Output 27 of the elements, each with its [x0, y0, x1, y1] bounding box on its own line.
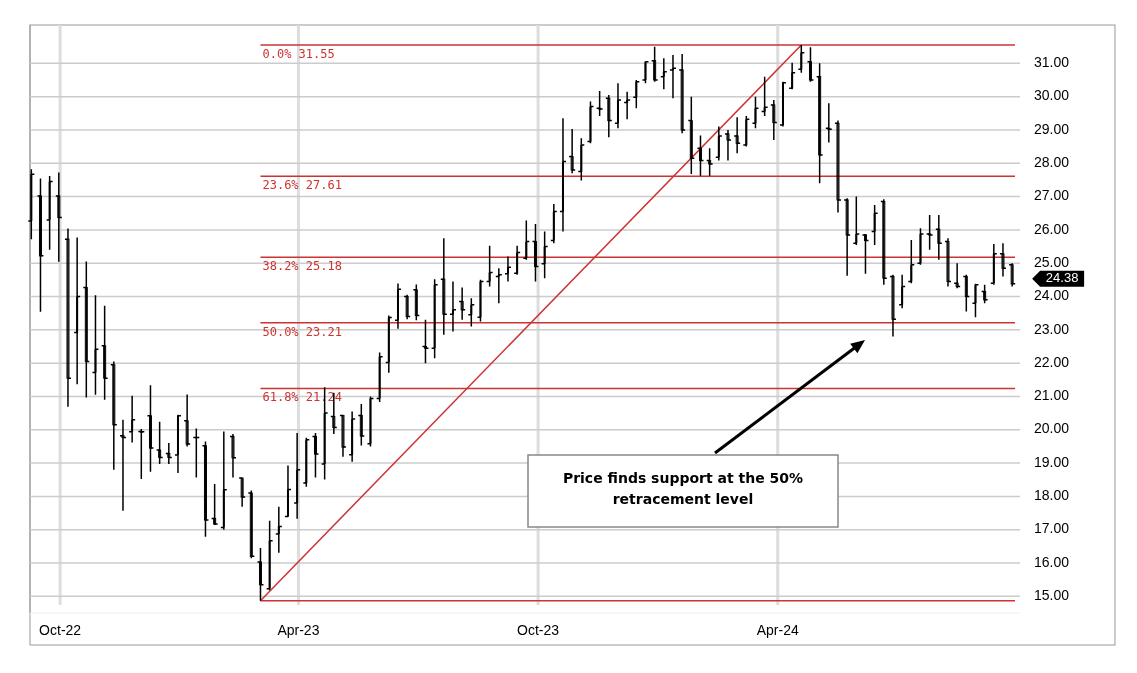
y-tick-label: 29.00: [1034, 120, 1070, 137]
y-tick-label: 21.00: [1034, 387, 1070, 404]
y-tick-label: 18.00: [1034, 487, 1070, 504]
x-tick-label: Oct-23: [517, 622, 560, 638]
y-tick-label: 15.00: [1034, 587, 1070, 604]
y-tick-label: 30.00: [1034, 87, 1070, 104]
y-tick-label: 17.00: [1034, 520, 1070, 537]
y-tick-label: 27.00: [1034, 187, 1070, 204]
x-tick-label: Oct-22: [39, 622, 82, 638]
annotation: Price finds support at the 50% retracement level: [562, 470, 804, 507]
ref-line-label: 23.6% 27.61: [262, 178, 342, 193]
y-tick-label: 24.00: [1034, 287, 1070, 304]
y-tick-label: 20.00: [1034, 420, 1070, 437]
ref-line-label: 50.0% 23.21: [262, 324, 342, 339]
y-tick-label: 19.00: [1034, 453, 1070, 470]
y-tick-label: 31.00: [1034, 54, 1070, 71]
x-tick-label: Apr-23: [277, 622, 320, 638]
ref-line-label: 0.0% 31.55: [262, 46, 335, 61]
y-tick-label: 28.00: [1034, 153, 1070, 170]
y-tick-label: 26.00: [1034, 220, 1070, 237]
annotation: 24.38: [1045, 270, 1079, 286]
y-tick-label: 23.00: [1034, 320, 1070, 337]
y-tick-label: 16.00: [1034, 553, 1070, 570]
y-tick-label: 22.00: [1034, 353, 1070, 370]
y-tick-label: 25.00: [1034, 253, 1070, 270]
ref-line-label: 38.2% 25.18: [262, 259, 342, 274]
x-tick-label: Apr-24: [756, 622, 799, 638]
